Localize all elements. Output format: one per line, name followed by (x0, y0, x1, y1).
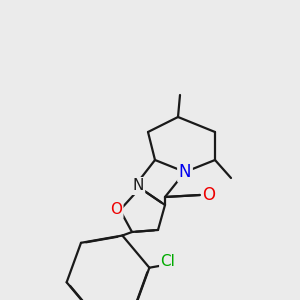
Text: Cl: Cl (160, 254, 175, 269)
Text: O: O (202, 186, 215, 204)
Text: N: N (132, 178, 144, 194)
Text: O: O (110, 202, 122, 217)
Text: N: N (179, 163, 191, 181)
